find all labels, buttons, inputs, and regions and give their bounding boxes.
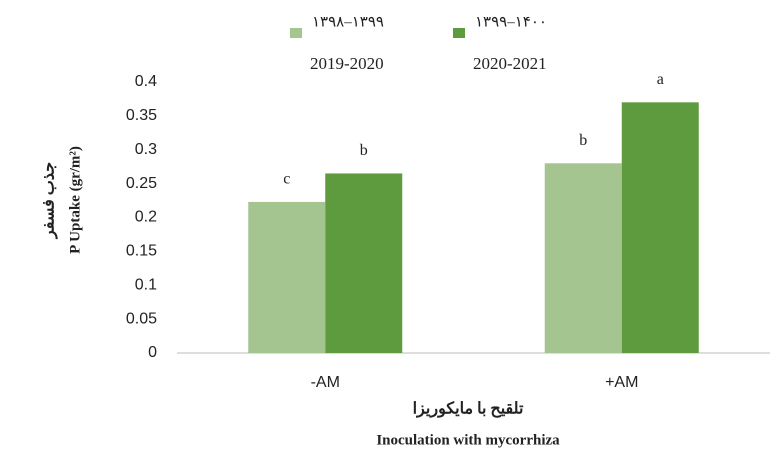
bar [544,163,622,353]
bar [621,102,699,353]
bar [248,201,326,353]
legend-label: ۱۳۹۸–۱۳۹۹ [312,14,384,30]
y-tick-label: 0.05 [126,310,157,327]
x-tick-label: +AM [605,374,638,391]
y-tick-label: 0.15 [126,243,157,260]
legend-label-en: 2019-2020 [310,54,384,73]
y-tick-label: 0 [148,344,157,361]
legend-swatch [453,28,465,38]
bar-letter: a [657,71,664,88]
y-tick-label: 0.25 [126,175,157,192]
bar-letter: c [283,171,290,188]
y-tick-label: 0.4 [135,73,157,90]
y-tick-label: 0.2 [135,209,157,226]
legend-label-en: 2020-2021 [473,54,547,73]
x-title: Inoculation with mycorrhiza [376,432,560,448]
legend-swatch [290,28,302,38]
y-tick-label: 0.1 [135,276,157,293]
bar [325,173,403,353]
y-title: P Uptake (gr/m²) [67,146,83,254]
y-tick-label: 0.35 [126,107,157,124]
y-title-fa: جذب فسفر [41,162,59,239]
x-title-fa: تلقیح با مایکوریزا [413,401,524,419]
legend-label: ۱۳۹۹–۱۴۰۰ [475,14,547,30]
x-tick-label: -AM [311,374,340,391]
bar-letter: b [360,142,368,159]
y-tick-label: 0.3 [135,141,157,158]
bar-letter: b [579,132,587,149]
